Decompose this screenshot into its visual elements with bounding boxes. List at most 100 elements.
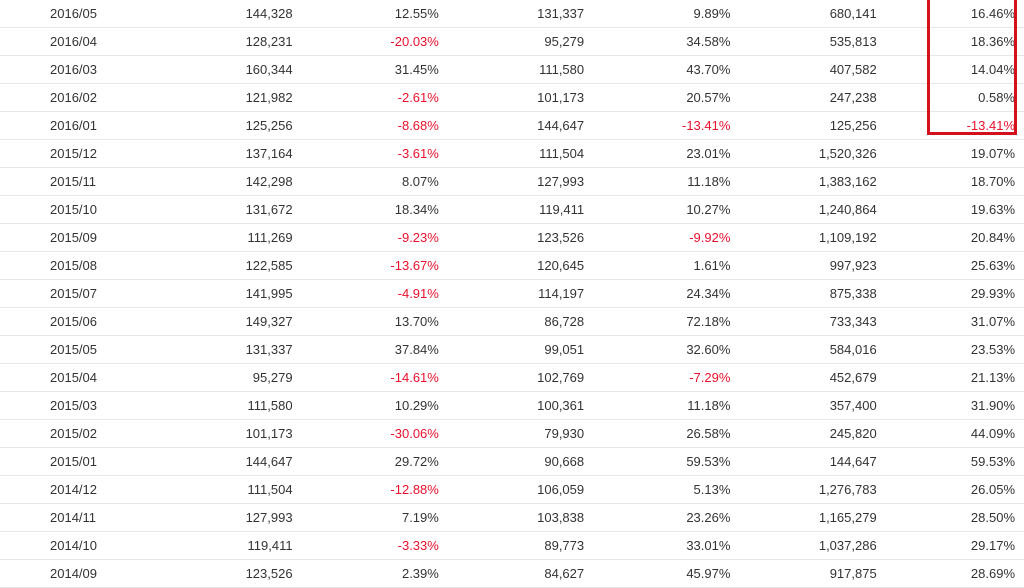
cumulative-cell: 875,338 [730,279,877,308]
period-cell: 2015/10 [0,195,139,224]
value-cell: 114,197 [438,279,585,308]
period-cell: 2014/10 [0,531,139,560]
period-cell: 2015/11 [0,167,139,196]
value-cell: 86,728 [438,307,585,336]
cumulative-cell: 247,238 [730,83,877,112]
value-cell: 131,337 [138,335,293,364]
percent-cell: 43.70% [584,55,731,84]
period-cell: 2014/09 [0,559,139,588]
percent-cell: -30.06% [292,419,439,448]
percent-cell: 12.55% [292,0,439,28]
cumulative-percent-cell: 19.07% [876,139,1024,168]
cumulative-percent-cell: 14.04% [876,55,1024,84]
cumulative-cell: 1,165,279 [730,503,877,532]
percent-cell: -7.29% [584,363,731,392]
cumulative-cell: 1,109,192 [730,223,877,252]
table-row: 2014/11 127,993 7.19% 103,838 23.26% 1,165,27… [0,503,1024,532]
value-cell: 101,173 [438,83,585,112]
period-cell: 2016/02 [0,83,139,112]
cumulative-cell: 680,141 [730,0,877,28]
cumulative-cell: 452,679 [730,363,877,392]
period-cell: 2015/08 [0,251,139,280]
value-cell: 90,668 [438,447,585,476]
value-cell: 128,231 [138,27,293,56]
table-row: 2015/03 111,580 10.29% 100,361 11.18% 357,400… [0,391,1024,420]
value-cell: 111,580 [438,55,585,84]
percent-cell: 10.29% [292,391,439,420]
cumulative-percent-cell: 29.17% [876,531,1024,560]
percent-cell: 2.39% [292,559,439,588]
percent-cell: 32.60% [584,335,731,364]
cumulative-percent-cell: 20.84% [876,223,1024,252]
percent-cell: 11.18% [584,391,731,420]
value-cell: 160,344 [138,55,293,84]
value-cell: 141,995 [138,279,293,308]
percent-cell: 31.45% [292,55,439,84]
table-row: 2016/01 125,256 -8.68% 144,647 -13.41% 125,25… [0,111,1024,140]
cumulative-percent-cell: 16.46% [876,0,1024,28]
percent-cell: 11.18% [584,167,731,196]
percent-cell: 34.58% [584,27,731,56]
percent-cell: 45.97% [584,559,731,588]
percent-cell: 23.01% [584,139,731,168]
percent-cell: 37.84% [292,335,439,364]
value-cell: 137,164 [138,139,293,168]
value-cell: 99,051 [438,335,585,364]
cumulative-percent-cell: 0.58% [876,83,1024,112]
value-cell: 89,773 [438,531,585,560]
cumulative-percent-cell: 31.07% [876,307,1024,336]
table-row: 2015/12 137,164 -3.61% 111,504 23.01% 1,520,3… [0,139,1024,168]
period-cell: 2015/06 [0,307,139,336]
cumulative-cell: 245,820 [730,419,877,448]
cumulative-cell: 357,400 [730,391,877,420]
period-cell: 2015/01 [0,447,139,476]
value-cell: 111,580 [138,391,293,420]
table-row: 2016/05 144,328 12.55% 131,337 9.89% 680,141 1… [0,0,1024,28]
percent-cell: 23.26% [584,503,731,532]
cumulative-cell: 584,016 [730,335,877,364]
cumulative-cell: 733,343 [730,307,877,336]
percent-cell: -2.61% [292,83,439,112]
cumulative-percent-cell: -13.41% [876,111,1024,140]
table-row: 2014/12 111,504 -12.88% 106,059 5.13% 1,276,7… [0,475,1024,504]
period-cell: 2016/04 [0,27,139,56]
value-cell: 131,337 [438,0,585,28]
percent-cell: 59.53% [584,447,731,476]
cumulative-cell: 917,875 [730,559,877,588]
cumulative-cell: 1,276,783 [730,475,877,504]
period-cell: 2016/03 [0,55,139,84]
cumulative-percent-cell: 29.93% [876,279,1024,308]
percent-cell: -4.91% [292,279,439,308]
period-cell: 2015/02 [0,419,139,448]
cumulative-percent-cell: 59.53% [876,447,1024,476]
period-cell: 2015/07 [0,279,139,308]
value-cell: 144,328 [138,0,293,28]
cumulative-cell: 144,647 [730,447,877,476]
cumulative-cell: 407,582 [730,55,877,84]
period-cell: 2016/01 [0,111,139,140]
percent-cell: -12.88% [292,475,439,504]
percent-cell: -9.92% [584,223,731,252]
cumulative-percent-cell: 26.05% [876,475,1024,504]
table-row: 2016/03 160,344 31.45% 111,580 43.70% 407,582… [0,55,1024,84]
cumulative-percent-cell: 19.63% [876,195,1024,224]
period-cell: 2014/11 [0,503,139,532]
value-cell: 102,769 [438,363,585,392]
table-row: 2015/04 95,279 -14.61% 102,769 -7.29% 452,679… [0,363,1024,392]
table-row: 2015/11 142,298 8.07% 127,993 11.18% 1,383,16… [0,167,1024,196]
value-cell: 111,269 [138,223,293,252]
value-cell: 125,256 [138,111,293,140]
percent-cell: 8.07% [292,167,439,196]
value-cell: 120,645 [438,251,585,280]
cumulative-percent-cell: 28.50% [876,503,1024,532]
value-cell: 144,647 [138,447,293,476]
cumulative-cell: 1,037,286 [730,531,877,560]
percent-cell: -9.23% [292,223,439,252]
table-row: 2015/01 144,647 29.72% 90,668 59.53% 144,647 5… [0,447,1024,476]
value-cell: 142,298 [138,167,293,196]
value-cell: 111,504 [438,139,585,168]
table-row: 2015/07 141,995 -4.91% 114,197 24.34% 875,338… [0,279,1024,308]
value-cell: 79,930 [438,419,585,448]
percent-cell: 72.18% [584,307,731,336]
